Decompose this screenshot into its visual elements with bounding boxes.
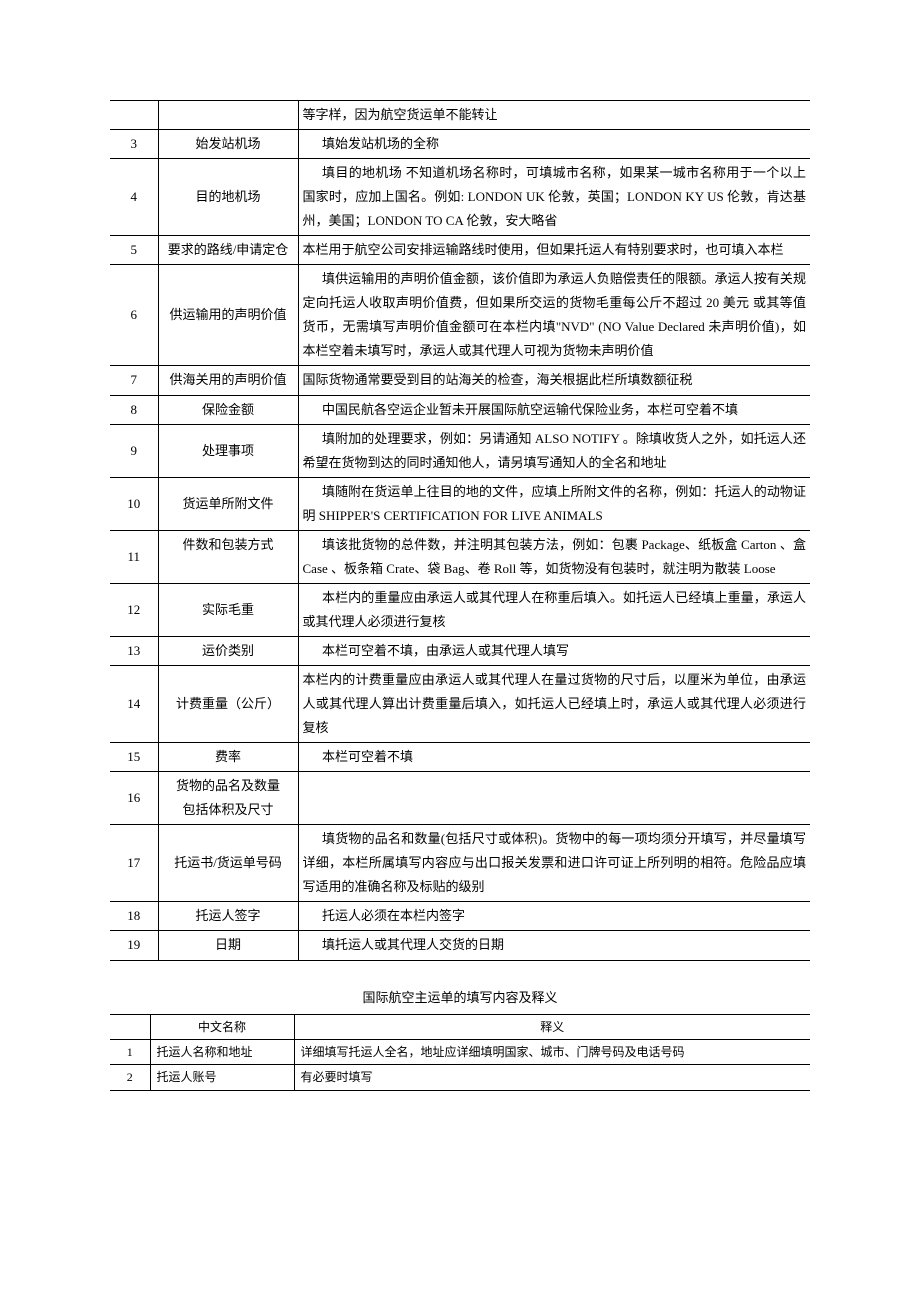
row-number: 16 <box>110 772 158 825</box>
field-description: 本栏内的重量应由承运人或其代理人在称重后填入。如托运人已经填上重量，承运人或其代… <box>298 583 810 636</box>
second-table-title: 国际航空主运单的填写内容及释义 <box>110 987 810 1006</box>
table-row: 16货物的品名及数量包括体积及尺寸 <box>110 772 810 825</box>
table-row: 9处理事项填附加的处理要求，例如：另请通知 ALSO NOTIFY 。除填收货人… <box>110 424 810 477</box>
field-name <box>158 101 298 130</box>
field-description: 填始发站机场的全称 <box>298 130 810 159</box>
field-name: 目的地机场 <box>158 159 298 236</box>
field-description: 填附加的处理要求，例如：另请通知 ALSO NOTIFY 。除填收货人之外，如托… <box>298 424 810 477</box>
field-name: 托运人名称和地址 <box>150 1039 294 1064</box>
table-row: 10货运单所附文件填随附在货运单上往目的地的文件，应填上所附文件的名称，例如：托… <box>110 477 810 530</box>
field-name: 运价类别 <box>158 636 298 665</box>
row-number: 18 <box>110 902 158 931</box>
table-row: 8保险金额中国民航各空运企业暂未开展国际航空运输代保险业务，本栏可空着不填 <box>110 395 810 424</box>
row-number: 1 <box>110 1039 150 1064</box>
row-number: 13 <box>110 636 158 665</box>
header-name: 中文名称 <box>150 1014 294 1039</box>
row-number: 8 <box>110 395 158 424</box>
table-row: 5要求的路线/申请定仓本栏用于航空公司安排运输路线时使用，但如果托运人有特别要求… <box>110 236 810 265</box>
table-row: 4目的地机场填目的地机场 不知道机场名称时，可填城市名称，如果某一城市名称用于一… <box>110 159 810 236</box>
field-name: 计费重量（公斤） <box>158 665 298 742</box>
table-row: 15费率本栏可空着不填 <box>110 743 810 772</box>
table-row: 1托运人名称和地址详细填写托运人全名，地址应详细填明国家、城市、门牌号码及电话号… <box>110 1039 810 1064</box>
table-row: 19日期填托运人或其代理人交货的日期 <box>110 931 810 960</box>
field-description: 有必要时填写 <box>294 1065 810 1090</box>
field-description: 托运人必须在本栏内签字 <box>298 902 810 931</box>
field-name: 实际毛重 <box>158 583 298 636</box>
header-row: 中文名称 释义 <box>110 1014 810 1039</box>
table-row: 11件数和包装方式填该批货物的总件数，并注明其包装方法，例如：包裹 Packag… <box>110 530 810 583</box>
row-number: 10 <box>110 477 158 530</box>
row-number: 7 <box>110 366 158 395</box>
field-description: 填货物的品名和数量(包括尺寸或体积)。货物中的每一项均须分开填写，并尽量填写详细… <box>298 825 810 902</box>
field-name: 托运书/货运单号码 <box>158 825 298 902</box>
air-waybill-fields-table: 等字样，因为航空货运单不能转让3始发站机场填始发站机场的全称4目的地机场填目的地… <box>110 100 810 961</box>
field-name: 要求的路线/申请定仓 <box>158 236 298 265</box>
field-description: 本栏可空着不填，由承运人或其代理人填写 <box>298 636 810 665</box>
row-number <box>110 101 158 130</box>
header-desc: 释义 <box>294 1014 810 1039</box>
field-description: 填该批货物的总件数，并注明其包装方法，例如：包裹 Package、纸板盒 Car… <box>298 530 810 583</box>
field-name: 费率 <box>158 743 298 772</box>
table-row: 等字样，因为航空货运单不能转让 <box>110 101 810 130</box>
table-body: 等字样，因为航空货运单不能转让3始发站机场填始发站机场的全称4目的地机场填目的地… <box>110 101 810 961</box>
field-name: 货物的品名及数量包括体积及尺寸 <box>158 772 298 825</box>
table-row: 2托运人账号有必要时填写 <box>110 1065 810 1090</box>
field-name: 托运人账号 <box>150 1065 294 1090</box>
field-name: 托运人签字 <box>158 902 298 931</box>
table-row: 12实际毛重本栏内的重量应由承运人或其代理人在称重后填入。如托运人已经填上重量，… <box>110 583 810 636</box>
row-number: 6 <box>110 265 158 366</box>
field-name: 保险金额 <box>158 395 298 424</box>
field-description: 等字样，因为航空货运单不能转让 <box>298 101 810 130</box>
row-number: 19 <box>110 931 158 960</box>
header-blank <box>110 1014 150 1039</box>
table-row: 3始发站机场填始发站机场的全称 <box>110 130 810 159</box>
table-row: 6供运输用的声明价值填供运输用的声明价值金额，该价值即为承运人负赔偿责任的限额。… <box>110 265 810 366</box>
row-number: 5 <box>110 236 158 265</box>
field-name: 供海关用的声明价值 <box>158 366 298 395</box>
table-row: 7供海关用的声明价值国际货物通常要受到目的站海关的检查，海关根据此栏所填数额征税 <box>110 366 810 395</box>
field-name: 件数和包装方式 <box>158 530 298 583</box>
row-number: 3 <box>110 130 158 159</box>
table-row: 18托运人签字托运人必须在本栏内签字 <box>110 902 810 931</box>
master-air-waybill-table: 中文名称 释义 1托运人名称和地址详细填写托运人全名，地址应详细填明国家、城市、… <box>110 1014 810 1091</box>
field-description: 中国民航各空运企业暂未开展国际航空运输代保险业务，本栏可空着不填 <box>298 395 810 424</box>
table-row: 14计费重量（公斤）本栏内的计费重量应由承运人或其代理人在量过货物的尺寸后，以厘… <box>110 665 810 742</box>
row-number: 12 <box>110 583 158 636</box>
field-name: 货运单所附文件 <box>158 477 298 530</box>
table-row: 17托运书/货运单号码填货物的品名和数量(包括尺寸或体积)。货物中的每一项均须分… <box>110 825 810 902</box>
table-row: 13运价类别本栏可空着不填，由承运人或其代理人填写 <box>110 636 810 665</box>
row-number: 11 <box>110 530 158 583</box>
field-description: 国际货物通常要受到目的站海关的检查，海关根据此栏所填数额征税 <box>298 366 810 395</box>
row-number: 9 <box>110 424 158 477</box>
field-name: 供运输用的声明价值 <box>158 265 298 366</box>
field-description: 详细填写托运人全名，地址应详细填明国家、城市、门牌号码及电话号码 <box>294 1039 810 1064</box>
row-number: 17 <box>110 825 158 902</box>
field-description: 填供运输用的声明价值金额，该价值即为承运人负赔偿责任的限额。承运人按有关规定向托… <box>298 265 810 366</box>
table2-body: 1托运人名称和地址详细填写托运人全名，地址应详细填明国家、城市、门牌号码及电话号… <box>110 1039 810 1090</box>
field-description <box>298 772 810 825</box>
field-name: 处理事项 <box>158 424 298 477</box>
field-description: 填目的地机场 不知道机场名称时，可填城市名称，如果某一城市名称用于一个以上国家时… <box>298 159 810 236</box>
row-number: 14 <box>110 665 158 742</box>
field-description: 本栏可空着不填 <box>298 743 810 772</box>
field-description: 填随附在货运单上往目的地的文件，应填上所附文件的名称，例如：托运人的动物证明 S… <box>298 477 810 530</box>
field-description: 本栏内的计费重量应由承运人或其代理人在量过货物的尺寸后，以厘米为单位，由承运人或… <box>298 665 810 742</box>
field-description: 填托运人或其代理人交货的日期 <box>298 931 810 960</box>
row-number: 2 <box>110 1065 150 1090</box>
row-number: 4 <box>110 159 158 236</box>
field-description: 本栏用于航空公司安排运输路线时使用，但如果托运人有特别要求时，也可填入本栏 <box>298 236 810 265</box>
field-name: 始发站机场 <box>158 130 298 159</box>
field-name: 日期 <box>158 931 298 960</box>
row-number: 15 <box>110 743 158 772</box>
